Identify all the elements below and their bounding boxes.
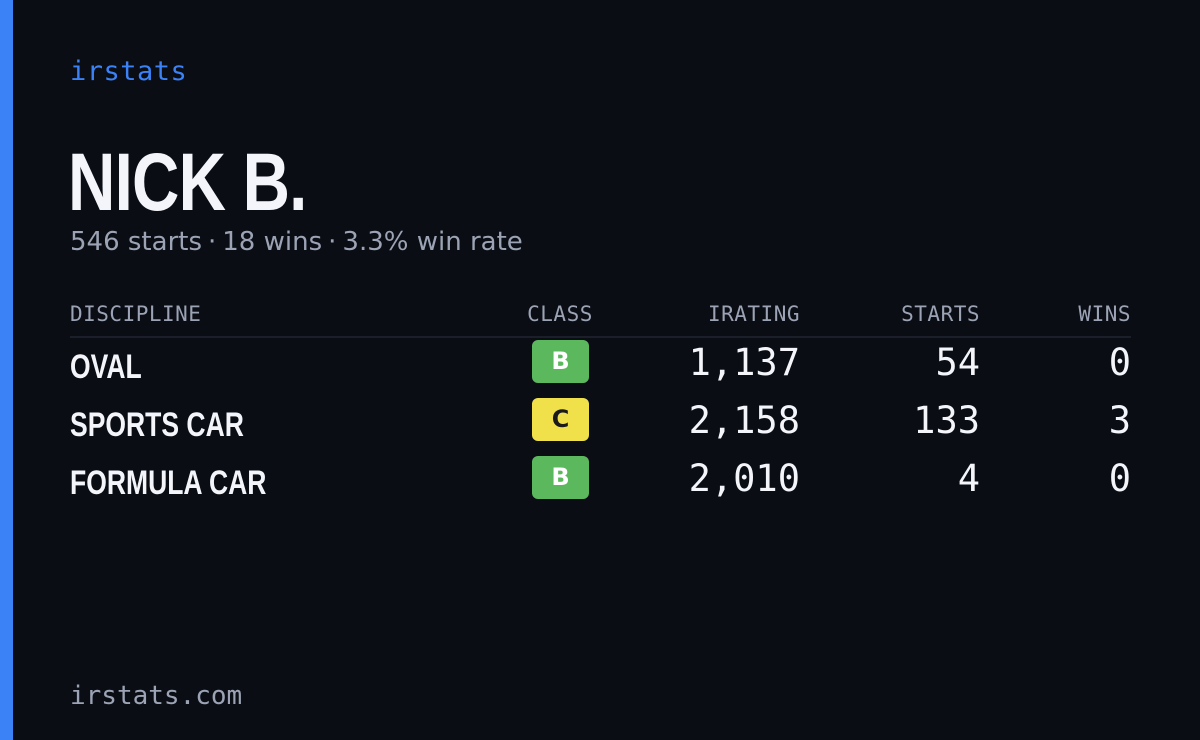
- wins-value: 0: [1108, 457, 1131, 500]
- class-badge: C: [532, 398, 589, 441]
- starts-value: 133: [913, 399, 980, 442]
- starts-value: 54: [935, 341, 980, 384]
- wins-summary: 18 wins: [222, 227, 323, 257]
- irating-value: 1,137: [688, 341, 800, 384]
- summary-separator: ·: [208, 227, 217, 257]
- header-starts: STARTS: [901, 302, 980, 326]
- wins-value: 3: [1108, 399, 1131, 442]
- discipline-table: DISCIPLINE CLASS IRATING STARTS WINS OVA…: [70, 296, 1131, 512]
- starts-value: 4: [957, 457, 980, 500]
- header-irating: IRATING: [707, 302, 800, 326]
- header-class-label: CLASS: [527, 302, 593, 326]
- irating-value: 2,010: [688, 457, 800, 500]
- wins-value: 0: [1108, 341, 1131, 384]
- class-badge: B: [532, 340, 589, 383]
- discipline-label: FORMULA CAR: [70, 464, 267, 502]
- win-rate-summary: 3.3% win rate: [342, 227, 523, 257]
- brand-logo-text: irstats: [70, 56, 188, 87]
- irating-value: 2,158: [688, 399, 800, 442]
- class-badge: B: [532, 456, 589, 499]
- driver-summary: 546 starts · 18 wins · 3.3% win rate: [70, 227, 523, 257]
- table-header: DISCIPLINE CLASS IRATING STARTS WINS: [70, 296, 1131, 338]
- table-row: FORMULA CAR B 2,010 4 0: [70, 454, 1131, 512]
- discipline-label: SPORTS CAR: [70, 406, 244, 444]
- accent-bar: [0, 0, 13, 740]
- discipline-label: OVAL: [70, 348, 142, 386]
- summary-separator: ·: [328, 227, 337, 257]
- header-wins: WINS: [1078, 302, 1131, 326]
- table-row: OVAL B 1,137 54 0: [70, 338, 1131, 396]
- header-discipline: DISCIPLINE: [70, 302, 202, 326]
- starts-summary: 546 starts: [70, 227, 202, 257]
- footer-url: irstats.com: [70, 681, 243, 711]
- table-row: SPORTS CAR C 2,158 133 3: [70, 396, 1131, 454]
- driver-name: NICK B.: [68, 137, 307, 228]
